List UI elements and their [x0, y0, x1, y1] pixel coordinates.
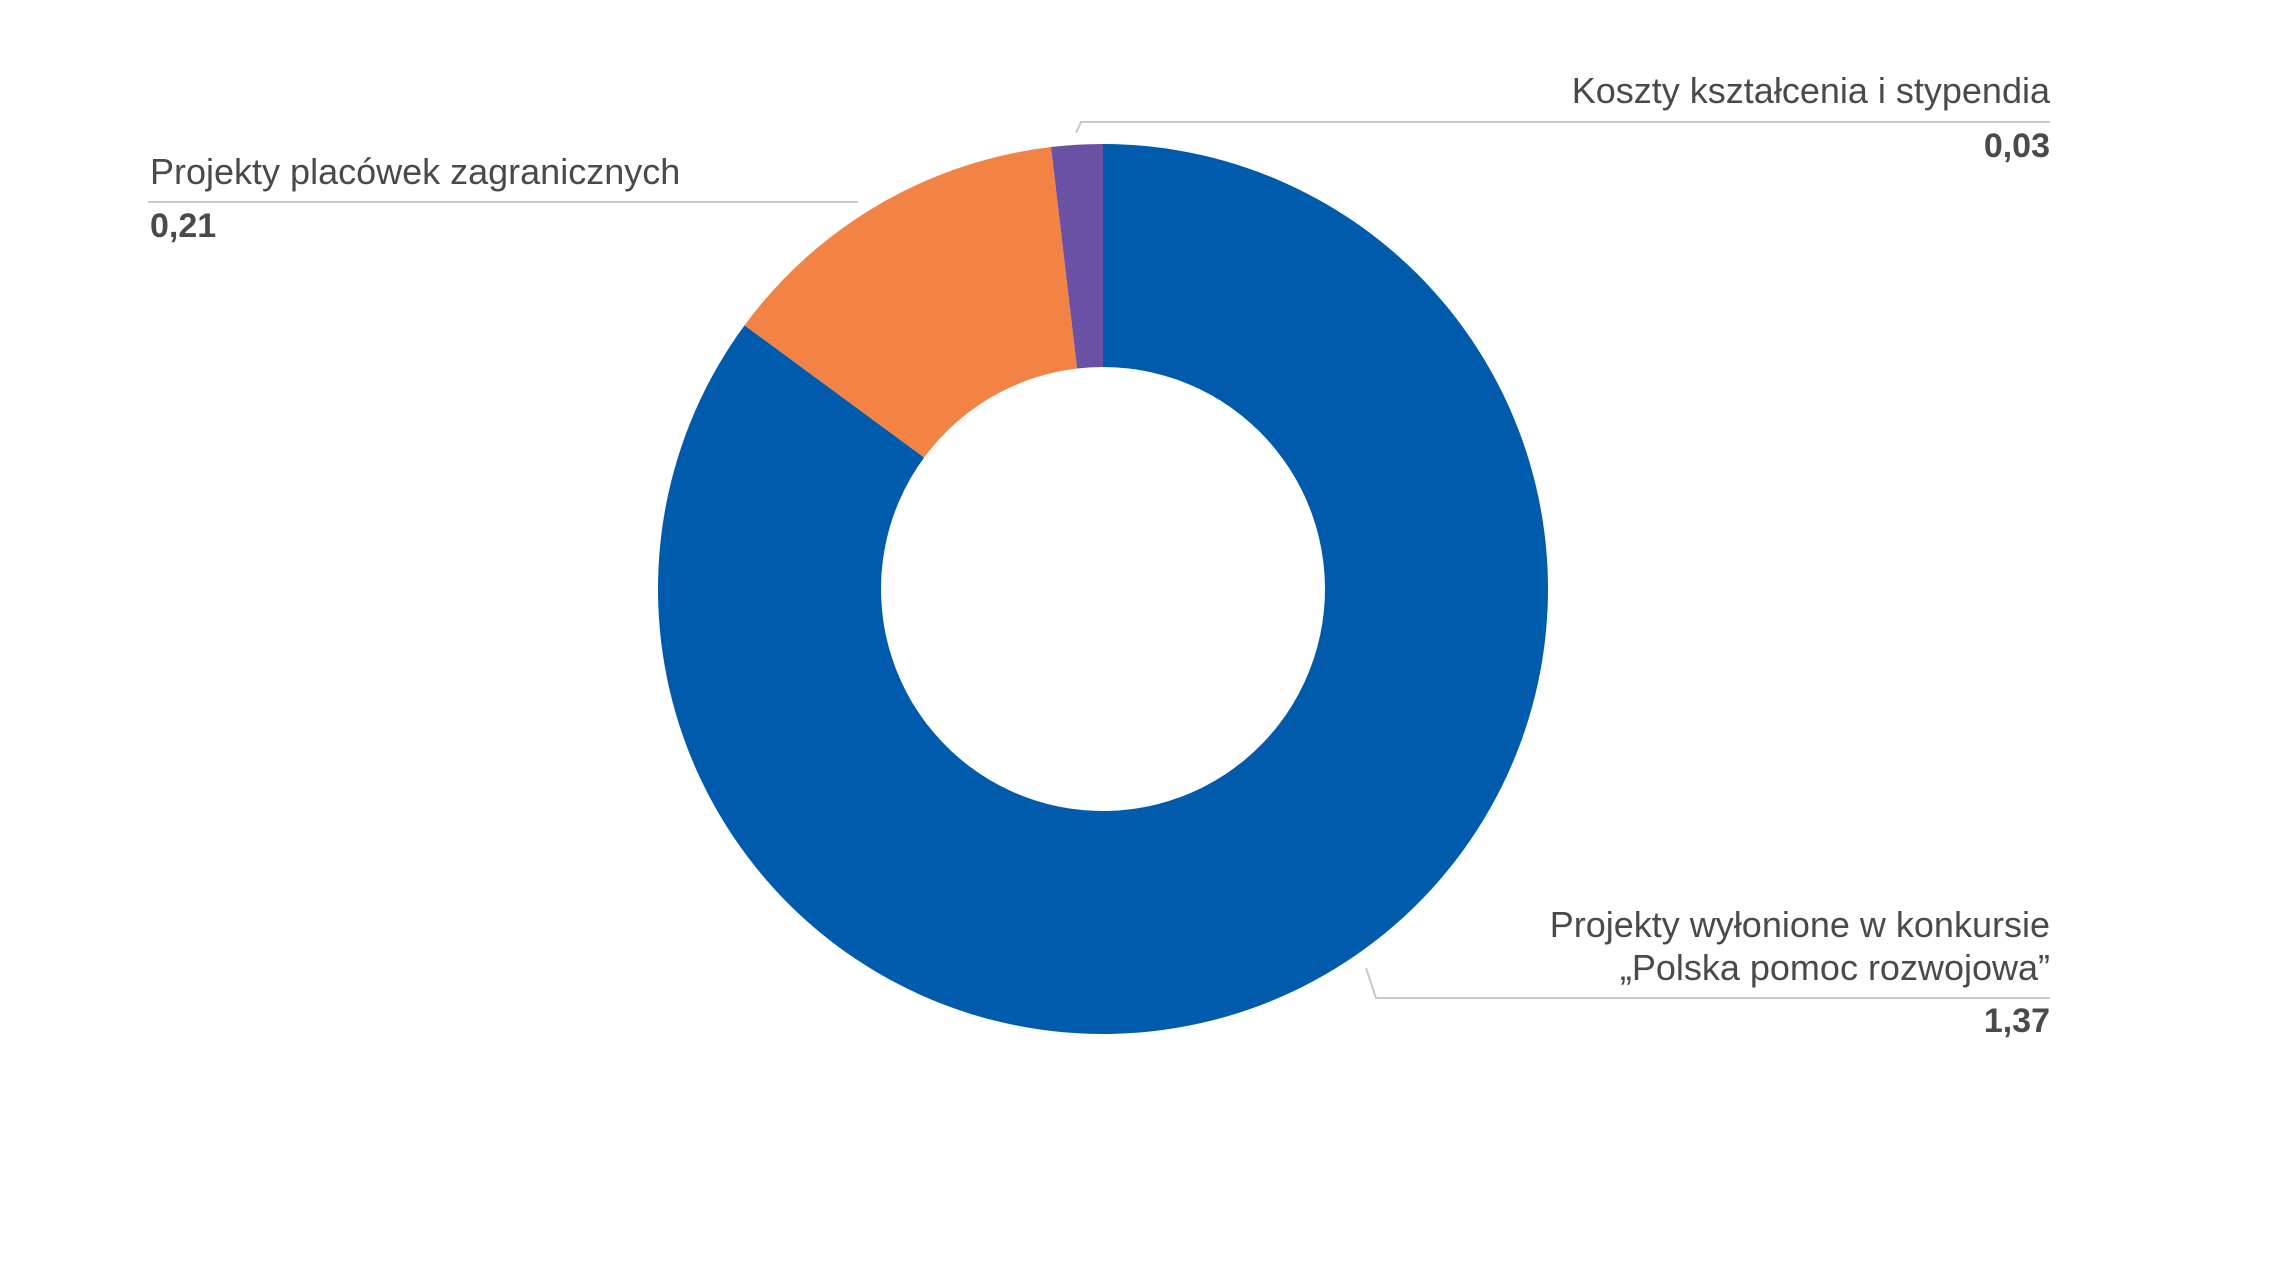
donut-slice-projekty-placowek [744, 147, 1078, 458]
slice-label-projekty-konkurs-line-2: „Polska pomoc rozwojowa” [1620, 947, 2050, 988]
leader-line-koszty-ksztalcenia [1075, 121, 2050, 134]
slice-label-projekty-konkurs-line-1: Projekty wyłonione w konkursie [1550, 904, 2050, 945]
donut-slices [658, 144, 1548, 1034]
slice-label-koszty-ksztalcenia: Koszty kształcenia i stypendia [1572, 70, 2051, 111]
leader-line-projekty-konkurs [1365, 967, 2050, 999]
donut-slice-projekty-konkurs [658, 144, 1548, 1034]
slice-value-projekty-konkurs: 1,37 [1984, 1002, 2050, 1040]
slice-label-projekty-placowek: Projekty placówek zagranicznych [150, 151, 680, 192]
slice-value-projekty-placowek: 0,21 [150, 207, 216, 245]
donut-slice-koszty-ksztalcenia [1051, 144, 1103, 369]
slice-value-koszty-ksztalcenia: 0,03 [1984, 127, 2050, 165]
